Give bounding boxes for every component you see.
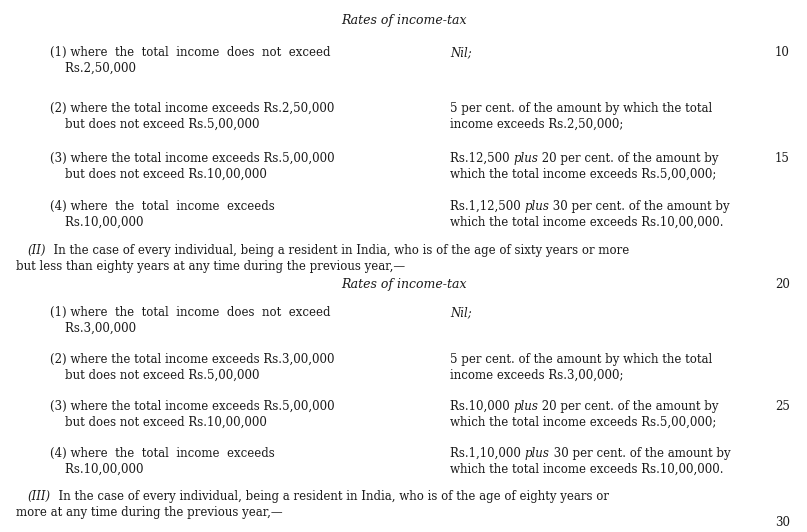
Text: plus: plus: [513, 152, 538, 165]
Text: (2) where the total income exceeds Rs.2,50,000: (2) where the total income exceeds Rs.2,…: [50, 102, 334, 115]
Text: but less than eighty years at any time during the previous year,—: but less than eighty years at any time d…: [16, 260, 405, 273]
Text: Rs.10,000: Rs.10,000: [450, 400, 513, 413]
Text: plus: plus: [513, 400, 538, 413]
Text: Rs.1,10,000: Rs.1,10,000: [450, 447, 525, 460]
Text: which the total income exceeds Rs.10,00,000.: which the total income exceeds Rs.10,00,…: [450, 216, 724, 229]
Text: but does not exceed Rs.10,00,000: but does not exceed Rs.10,00,000: [50, 416, 267, 429]
Text: 10: 10: [776, 46, 790, 59]
Text: plus: plus: [525, 447, 550, 460]
Text: (1) where  the  total  income  does  not  exceed: (1) where the total income does not exce…: [50, 46, 331, 59]
Text: In the case of every individual, being a resident in India, who is of the age of: In the case of every individual, being a…: [46, 244, 629, 257]
Text: Rs.12,500: Rs.12,500: [450, 152, 513, 165]
Text: (III): (III): [27, 490, 51, 503]
Text: In the case of every individual, being a resident in India, who is of the age of: In the case of every individual, being a…: [51, 490, 608, 503]
Text: more at any time during the previous year,—: more at any time during the previous yea…: [16, 506, 282, 519]
Text: plus: plus: [525, 200, 550, 213]
Text: but does not exceed Rs.5,00,000: but does not exceed Rs.5,00,000: [50, 118, 260, 131]
Text: 20 per cent. of the amount by: 20 per cent. of the amount by: [538, 400, 719, 413]
Text: but does not exceed Rs.5,00,000: but does not exceed Rs.5,00,000: [50, 369, 260, 382]
Text: 30: 30: [775, 516, 790, 529]
Text: Rs.1,12,500: Rs.1,12,500: [450, 200, 525, 213]
Text: 20: 20: [776, 278, 790, 291]
Text: 25: 25: [776, 400, 790, 413]
Text: (3) where the total income exceeds Rs.5,00,000: (3) where the total income exceeds Rs.5,…: [50, 152, 335, 165]
Text: Rs.10,00,000: Rs.10,00,000: [50, 216, 144, 229]
Text: 20 per cent. of the amount by: 20 per cent. of the amount by: [538, 152, 719, 165]
Text: which the total income exceeds Rs.5,00,000;: which the total income exceeds Rs.5,00,0…: [450, 168, 717, 181]
Text: income exceeds Rs.2,50,000;: income exceeds Rs.2,50,000;: [450, 118, 623, 131]
Text: (1) where  the  total  income  does  not  exceed: (1) where the total income does not exce…: [50, 306, 331, 319]
Text: Nil;: Nil;: [450, 306, 472, 319]
Text: Rates of income-tax: Rates of income-tax: [341, 278, 466, 291]
Text: (4) where  the  total  income  exceeds: (4) where the total income exceeds: [50, 447, 274, 460]
Text: 5 per cent. of the amount by which the total: 5 per cent. of the amount by which the t…: [450, 353, 713, 366]
Text: 30 per cent. of the amount by: 30 per cent. of the amount by: [550, 200, 730, 213]
Text: (II): (II): [27, 244, 46, 257]
Text: 5 per cent. of the amount by which the total: 5 per cent. of the amount by which the t…: [450, 102, 713, 115]
Text: which the total income exceeds Rs.5,00,000;: which the total income exceeds Rs.5,00,0…: [450, 416, 717, 429]
Text: (4) where  the  total  income  exceeds: (4) where the total income exceeds: [50, 200, 274, 213]
Text: (3) where the total income exceeds Rs.5,00,000: (3) where the total income exceeds Rs.5,…: [50, 400, 335, 413]
Text: (2) where the total income exceeds Rs.3,00,000: (2) where the total income exceeds Rs.3,…: [50, 353, 334, 366]
Text: Rs.2,50,000: Rs.2,50,000: [50, 62, 136, 75]
Text: Rates of income-tax: Rates of income-tax: [341, 14, 466, 27]
Text: 15: 15: [776, 152, 790, 165]
Text: 30 per cent. of the amount by: 30 per cent. of the amount by: [550, 447, 730, 460]
Text: Nil;: Nil;: [450, 46, 472, 59]
Text: Rs.3,00,000: Rs.3,00,000: [50, 322, 136, 335]
Text: income exceeds Rs.3,00,000;: income exceeds Rs.3,00,000;: [450, 369, 624, 382]
Text: Rs.10,00,000: Rs.10,00,000: [50, 463, 144, 476]
Text: but does not exceed Rs.10,00,000: but does not exceed Rs.10,00,000: [50, 168, 267, 181]
Text: which the total income exceeds Rs.10,00,000.: which the total income exceeds Rs.10,00,…: [450, 463, 724, 476]
